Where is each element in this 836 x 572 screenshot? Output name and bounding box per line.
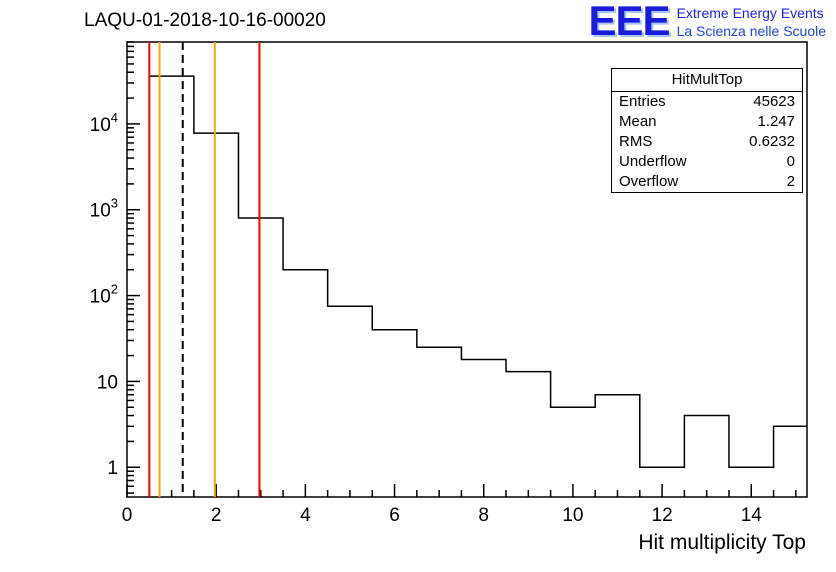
eee-logo-text: EEE [588,0,671,44]
y-tick-label: 103 [90,196,118,222]
stats-row-value: 2 [786,173,795,190]
stats-rows: Entries 45623 Mean 1.247 RMS 0.6232 Underflow 0… [612,92,802,192]
stats-row: Entries 45623 [612,92,802,112]
x-tick-label: 2 [211,505,222,526]
stats-row-label: Underflow [619,153,687,170]
x-tick-label: 0 [122,505,133,526]
stats-box: HitMultTop Entries 45623 Mean 1.247 RMS 0.623… [611,68,803,193]
stats-row-label: RMS [619,133,653,150]
x-tick-label: 6 [389,505,400,526]
stats-row: Mean 1.247 [612,112,802,132]
x-tick-label: 14 [741,505,763,526]
eee-logo-subtitles: Extreme Energy Events La Scienza nelle S… [677,2,826,40]
x-tick-label: 12 [652,505,673,526]
stats-row-value: 0.6232 [749,133,795,150]
stats-row-value: 0 [786,153,795,170]
x-tick-label: 4 [300,505,311,526]
stats-row-value: 1.247 [757,113,795,130]
x-tick-label: 8 [478,505,489,526]
eee-logo-subtitle-2: La Scienza nelle Scuole [676,22,826,39]
eee-logo: EEE Extreme Energy Events La Scienza nel… [588,0,826,44]
x-tick-label: 10 [562,505,583,526]
eee-logo-subtitle-1: Extreme Energy Events [676,5,824,21]
y-tick-label: 10 [97,372,118,393]
y-tick-label: 1 [107,458,118,479]
stats-row-label: Overflow [619,173,679,190]
stats-row-label: Entries [619,93,666,110]
x-axis-title: Hit multiplicity Top [638,531,806,554]
stats-row: RMS 0.6232 [612,132,802,152]
stats-title: HitMultTop [612,69,802,92]
plot-title: LAQU-01-2018-10-16-00020 [84,10,326,31]
y-tick-label: 104 [90,110,118,136]
histogram-line [148,75,807,497]
stats-row: Underflow 0 [612,152,802,172]
stats-row-label: Mean [619,113,657,130]
stats-row: Overflow 2 [612,172,802,192]
stats-row-value: 45623 [753,93,795,110]
y-tick-label: 102 [90,282,118,308]
